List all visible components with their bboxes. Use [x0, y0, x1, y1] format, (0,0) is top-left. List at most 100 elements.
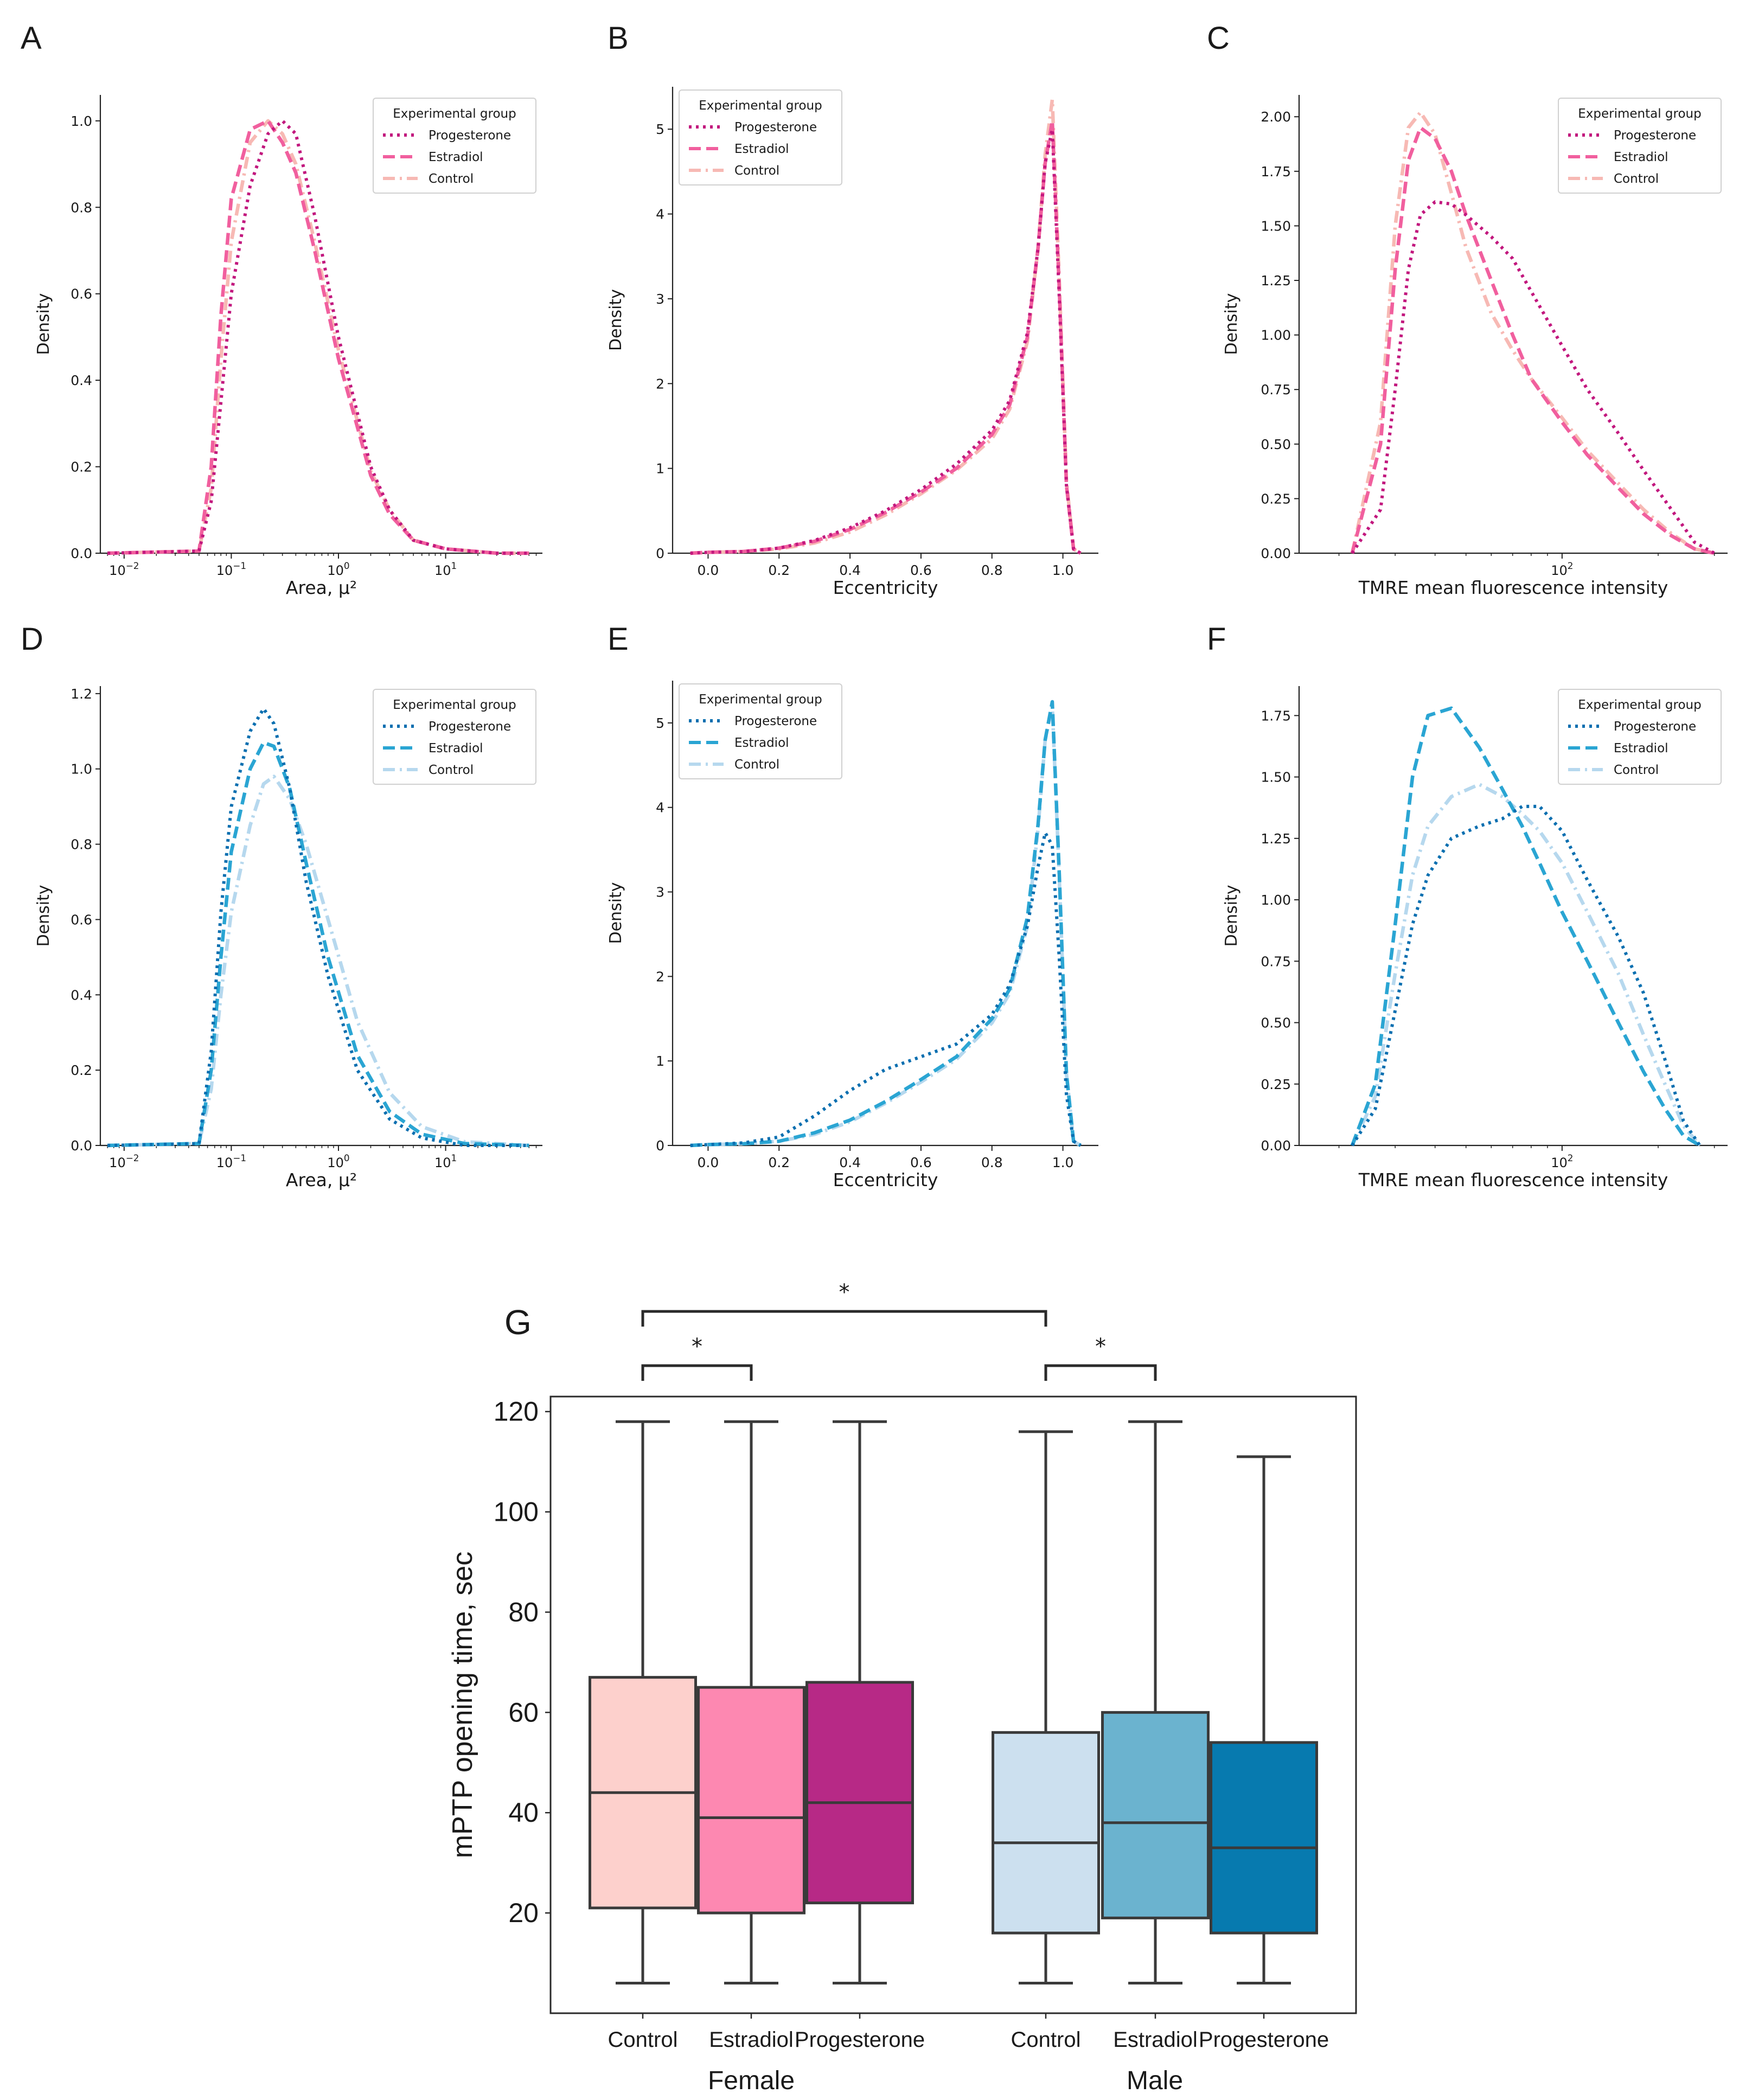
box-iqr [992, 1731, 1100, 1935]
legend-title: Experimental group [393, 107, 516, 121]
x-tick-label: 0.4 [839, 1155, 861, 1170]
bracket-line [641, 1364, 753, 1381]
x-tick-label: 0.2 [768, 562, 790, 578]
panel-c: C 0.00 0.25 0.50 0.75 1.00 1.25 1.50 1.75 2.00 102… [1207, 21, 1728, 598]
y-tick-label: 0.00 [1261, 1138, 1291, 1154]
x-tick-label: 10−2 [109, 1153, 139, 1170]
x-axis-label: Area, μ² [286, 1169, 357, 1190]
legend: Experimental group Progesterone Estradiol C… [1558, 98, 1722, 194]
box-iqr [805, 1681, 914, 1905]
box-female-estradiol [697, 1420, 805, 1985]
y-tick-label: 40 [508, 1797, 539, 1828]
x-tick-label-base: 10 [1551, 563, 1568, 578]
panel-letter: A [21, 21, 42, 56]
legend-frame [373, 689, 536, 785]
x-tick-label: Control [608, 2028, 678, 2052]
y-tick-label: 0.50 [1261, 437, 1291, 452]
x-tick-label: 102 [1551, 560, 1573, 578]
series-line-estradiol [107, 119, 529, 555]
x-axis-label: Eccentricity [833, 577, 938, 598]
x-tick-label: 0.8 [981, 1155, 1003, 1170]
legend: Experimental group Progesterone Estradiol C… [679, 89, 842, 185]
y-axis-label: Density [34, 885, 53, 946]
legend-frame [679, 89, 842, 185]
y-tick-label: 2 [656, 376, 664, 392]
x-tick-label: 102 [1551, 1153, 1573, 1170]
box-iqr [1101, 1711, 1210, 1919]
group-label-female: Female [708, 2066, 795, 2095]
significance-bracket: * [641, 1334, 753, 1381]
x-tick-label-exp: 2 [1568, 560, 1574, 571]
x-tick-label: 100 [327, 1153, 349, 1170]
y-tick-label: 20 [508, 1898, 539, 1928]
panel-letter: E [608, 622, 629, 657]
box-iqr [697, 1686, 805, 1915]
x-tick-label: 100 [327, 560, 349, 578]
panel-f: F0.000.250.500.751.001.251.501.75102TMRE… [1207, 622, 1728, 1190]
y-tick-label: 120 [494, 1397, 539, 1427]
y-tick-label: 5 [656, 715, 664, 731]
x-tick-label-base: 10 [109, 563, 126, 578]
box-male-progesterone [1210, 1455, 1318, 1985]
significance-star: * [1095, 1334, 1106, 1359]
y-tick-label: 0.2 [71, 459, 92, 475]
legend-label-progesterone: Progesterone [1614, 129, 1696, 143]
legend-label-estradiol: Estradiol [734, 142, 789, 156]
panel-b: B 0 1 2 3 4 5 0.0 0.2 0.4 0.6 0.8 1.0 Eccentricity Den… [606, 21, 1098, 598]
legend-label-control: Control [1614, 763, 1659, 777]
y-tick-label: 1.0 [71, 761, 92, 777]
x-tick-label: 10−1 [216, 560, 246, 578]
y-tick-label: 0 [656, 546, 664, 561]
series-line-progesterone [690, 831, 1082, 1147]
legend-label-estradiol: Estradiol [1614, 741, 1668, 756]
x-tick-label-base: 10 [327, 563, 344, 578]
x-tick-label-base: 10 [216, 1155, 233, 1170]
legend-label-control: Control [1614, 172, 1659, 186]
x-tick-label-base: 10 [216, 563, 233, 578]
y-axis-label: Density [606, 289, 625, 351]
x-tick-label-exp: −2 [126, 1153, 139, 1163]
panel-e: E 0 1 2 3 4 5 0.0 0.2 0.4 0.6 0.8 1.0 Eccentricity Den… [606, 622, 1098, 1190]
x-tick-label: Estradiol [709, 2028, 794, 2052]
legend-label-progesterone: Progesterone [429, 129, 511, 143]
y-tick-label: 0.6 [71, 286, 92, 302]
legend-label-progesterone: Progesterone [734, 120, 817, 135]
significance-bracket: * [1044, 1334, 1157, 1381]
x-tick-label-exp: 0 [344, 560, 350, 571]
y-axis-label: mPTP opening time, sec [447, 1552, 478, 1859]
x-tick-label-exp: 0 [344, 1153, 350, 1163]
y-tick-label: 1.00 [1261, 892, 1291, 908]
x-tick-label-base: 10 [434, 563, 451, 578]
x-tick-label: 1.0 [1052, 562, 1074, 578]
x-tick-label-exp: 2 [1568, 1153, 1574, 1163]
x-tick-label: 0.6 [910, 562, 932, 578]
legend-frame [1558, 98, 1722, 194]
legend: Experimental group Progesterone Estradiol C… [679, 683, 842, 779]
y-tick-label: 1.00 [1261, 328, 1291, 343]
y-tick-label: 0.2 [71, 1062, 92, 1078]
x-tick-label: 10−2 [109, 560, 139, 578]
series-line-estradiol [1350, 706, 1701, 1147]
panel-letter: D [21, 622, 43, 657]
panel-letter: G [504, 1303, 532, 1342]
panel-d: D0.00.20.40.60.81.01.210−2 10−1 100 101Area… [21, 622, 542, 1190]
box-female-progesterone [805, 1420, 914, 1985]
y-axis-label: Density [1222, 293, 1241, 355]
bracket-line [1044, 1364, 1157, 1381]
x-tick-label: 0.8 [981, 562, 1003, 578]
y-tick-label: 0.8 [71, 200, 92, 215]
legend-title: Experimental group [1578, 107, 1701, 121]
panel-g: G 20 40 60 80 100 120 mPTP opening time, sec Con… [447, 1280, 1357, 2095]
y-tick-label: 0.00 [1261, 546, 1291, 561]
box-iqr [1210, 1741, 1318, 1935]
y-tick-label: 1.25 [1261, 831, 1291, 847]
legend-label-progesterone: Progesterone [1614, 720, 1696, 734]
significance-bracket: * [641, 1280, 1047, 1327]
legend: Experimental group Progesterone Estradiol C… [373, 98, 536, 194]
group-label-male: Male [1127, 2066, 1183, 2095]
legend: Experimental group Progesterone Estradiol C… [373, 689, 536, 785]
legend-frame [1558, 689, 1722, 785]
x-axis-label: TMRE mean fluorescence intensity [1358, 577, 1668, 598]
